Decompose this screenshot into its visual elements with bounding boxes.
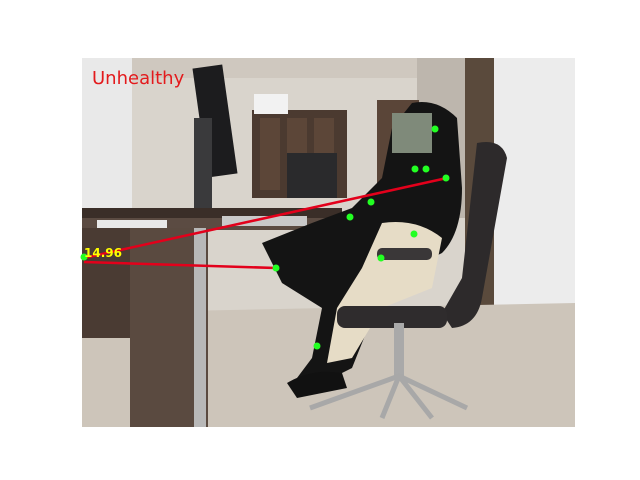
keypoint bbox=[411, 165, 419, 173]
keypoint bbox=[431, 125, 439, 133]
monitor-back bbox=[287, 153, 337, 198]
keypoint bbox=[80, 253, 88, 261]
chair-seat bbox=[337, 306, 447, 328]
keypoint bbox=[313, 342, 321, 350]
keypoint bbox=[272, 264, 280, 272]
monitor-main bbox=[192, 64, 238, 178]
keypoint bbox=[422, 165, 430, 173]
keypoint bbox=[410, 230, 418, 238]
wall-box bbox=[254, 94, 288, 114]
keypoint bbox=[442, 174, 450, 182]
paper bbox=[97, 220, 167, 228]
chair-base bbox=[309, 373, 469, 420]
angle-value-label: 14.96 bbox=[84, 246, 122, 260]
keypoint bbox=[377, 254, 385, 262]
back-angle-line bbox=[83, 176, 448, 260]
keypoints bbox=[80, 125, 450, 350]
posture-status-label: Unhealthy bbox=[92, 68, 185, 89]
shoe bbox=[287, 371, 347, 398]
chair-post bbox=[394, 323, 404, 378]
person-body bbox=[262, 102, 462, 383]
chair-armrest bbox=[377, 248, 432, 260]
keyboard bbox=[222, 216, 307, 226]
keypoint bbox=[346, 213, 354, 221]
chair-back bbox=[442, 142, 507, 328]
keypoint bbox=[367, 198, 375, 206]
thigh-reference-line bbox=[83, 260, 277, 270]
posture-photo bbox=[82, 58, 575, 427]
monitor-stand bbox=[194, 118, 212, 208]
face-blur bbox=[392, 113, 432, 153]
desk-left-panel bbox=[82, 228, 134, 338]
